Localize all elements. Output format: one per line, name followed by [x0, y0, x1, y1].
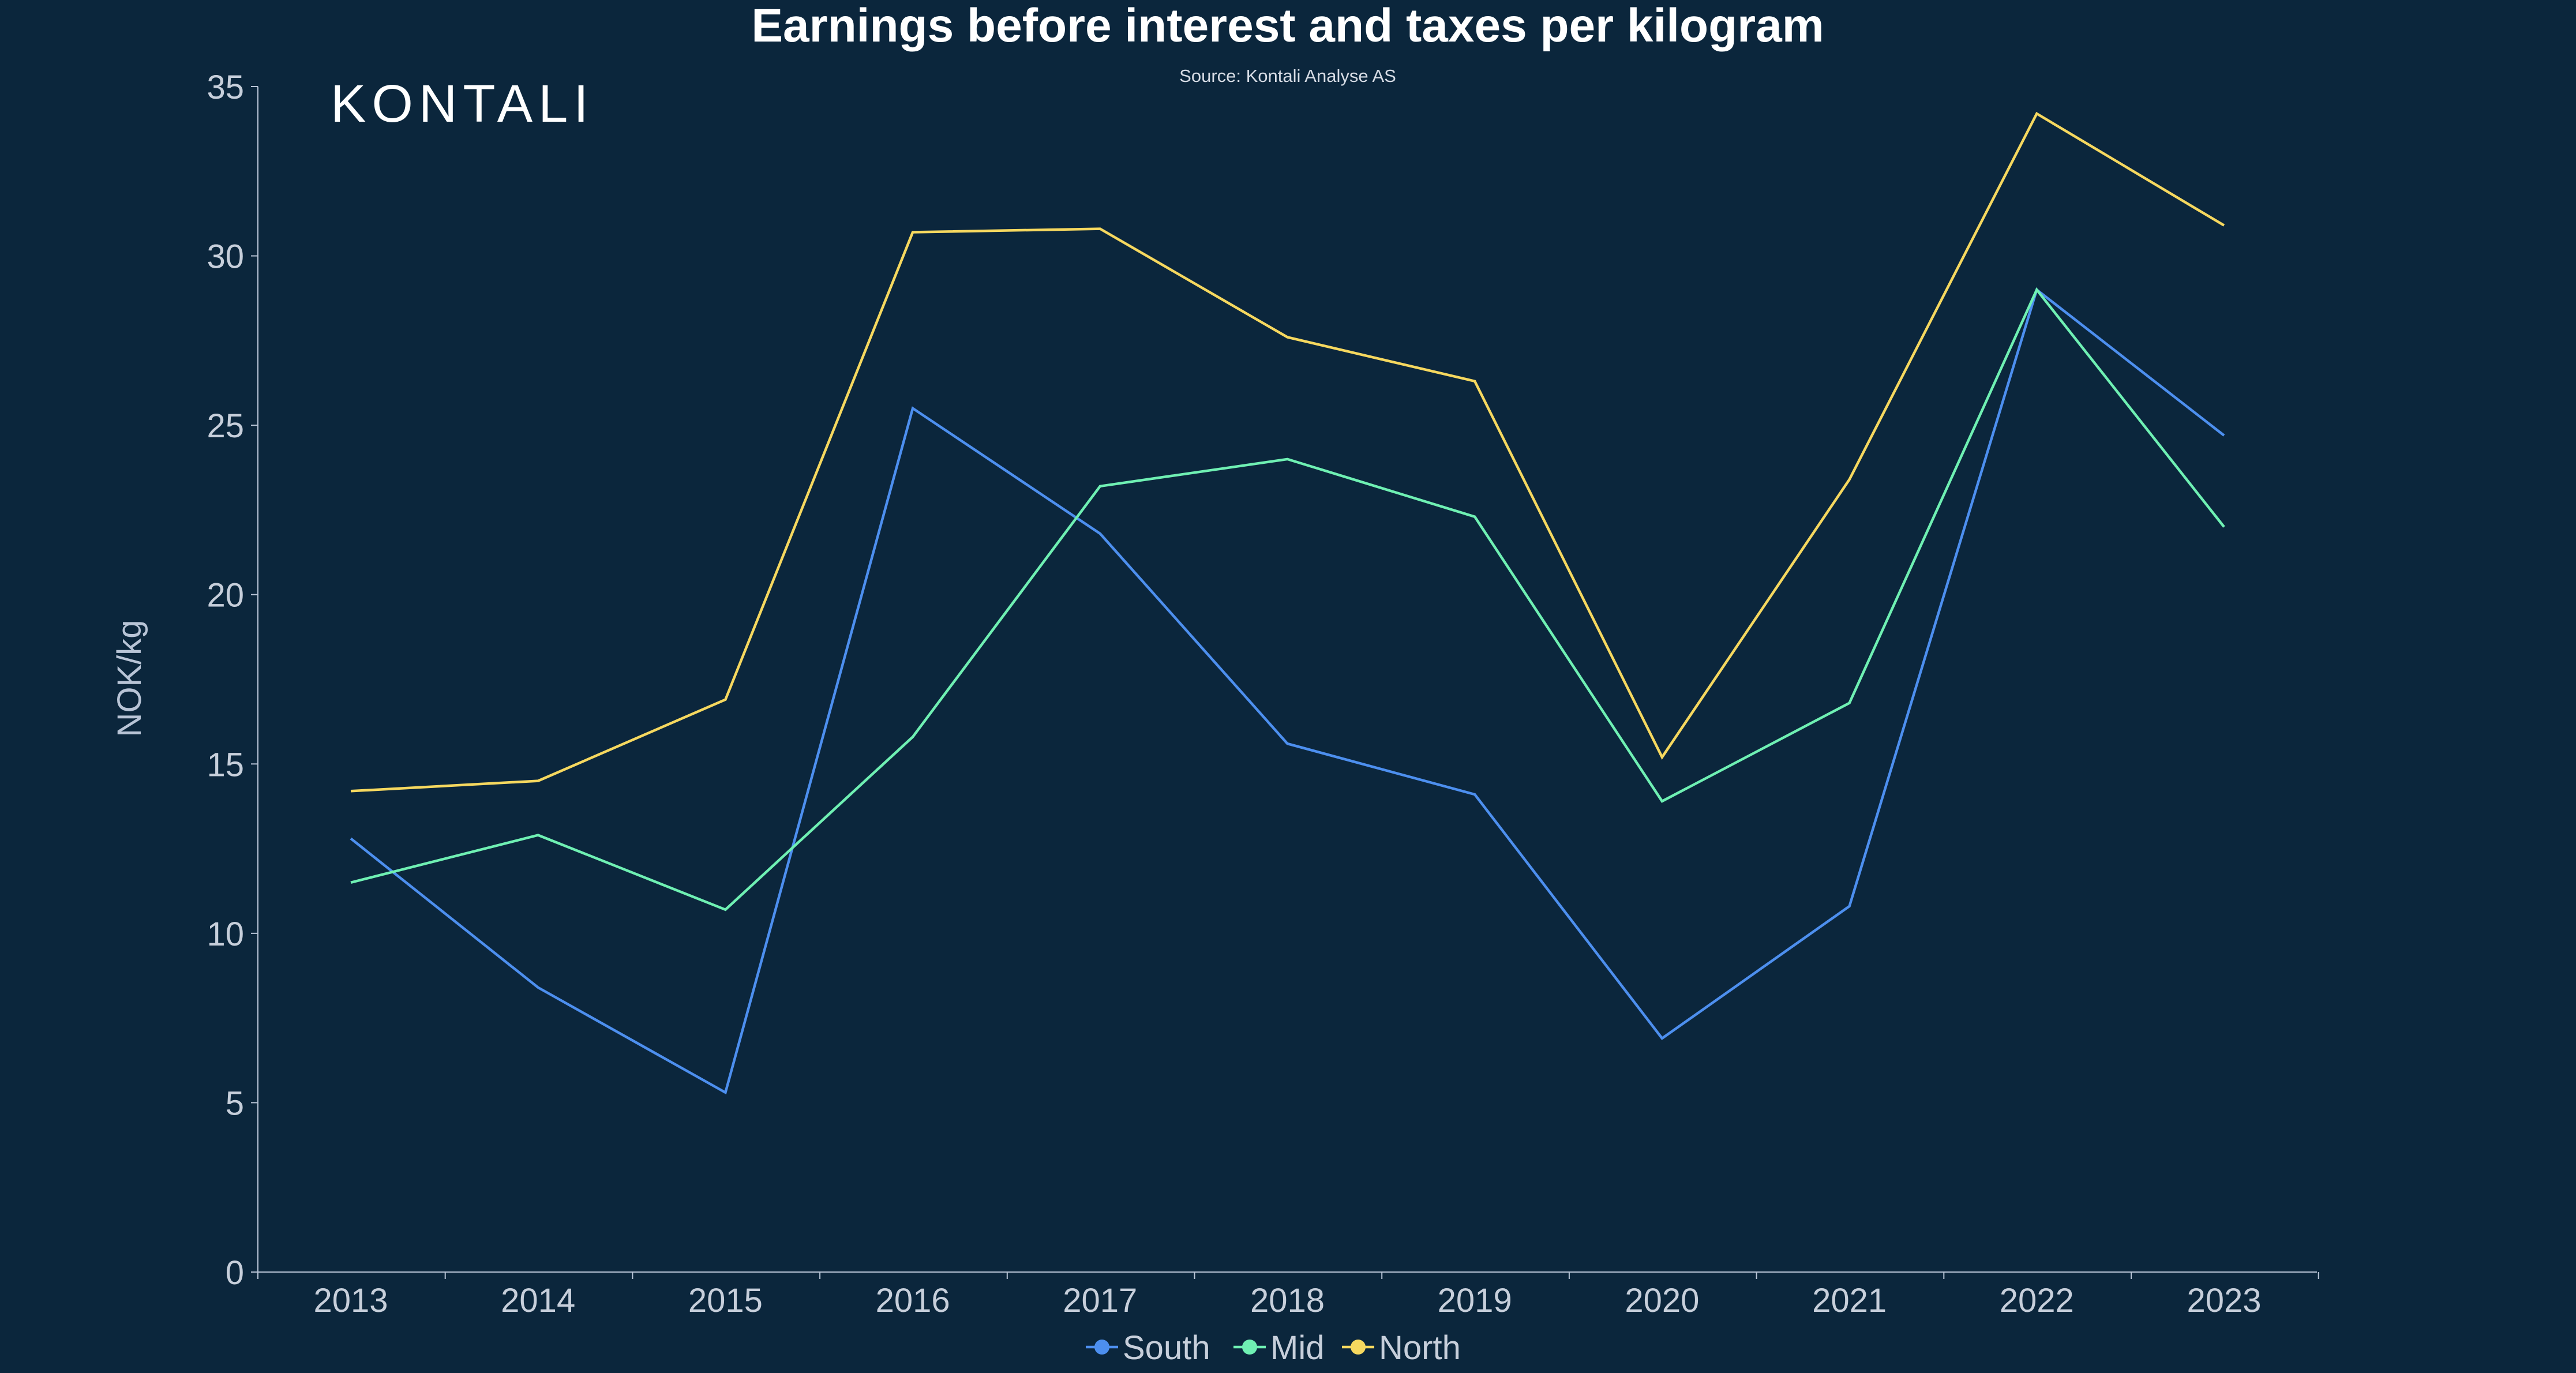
series-line-north [350, 111, 2225, 793]
y-tick-label: 10 [207, 916, 244, 953]
legend-marker-icon [1242, 1340, 1257, 1355]
y-tick-label: 30 [207, 238, 244, 276]
x-tick-label: 2017 [1063, 1282, 1137, 1319]
legend-marker-icon [1094, 1340, 1109, 1355]
x-tick-label: 2019 [1438, 1282, 1512, 1319]
legend-item[interactable]: Mid [1233, 1329, 1324, 1367]
x-tick-label: 2015 [688, 1282, 763, 1319]
x-tick-label: 2018 [1250, 1282, 1325, 1319]
chart-title: Earnings before interest and taxes per k… [751, 0, 1824, 52]
x-tick-label: 2023 [2187, 1282, 2261, 1319]
x-tick-label: 2021 [1812, 1282, 1887, 1319]
y-tick-label: 25 [207, 407, 244, 445]
y-axis: 0 5 10 15 20 25 30 35 [207, 69, 258, 1292]
y-tick-label: 15 [207, 746, 244, 783]
y-tick-label: 20 [207, 577, 244, 614]
x-axis-ticks: 2013 2014 2015 2016 2017 2018 2019 2020 2021 2022… [257, 1272, 2319, 1319]
x-tick-label: 2016 [876, 1282, 950, 1319]
chart-subtitle: Source: Kontali Analyse AS [1179, 66, 1396, 86]
series-lines [350, 111, 2225, 1095]
kontali-logo: KONTALI [331, 74, 594, 133]
y-axis-label: NOK/kg [111, 620, 148, 737]
legend-label: South [1123, 1329, 1210, 1367]
legend: South Mid North [1086, 1329, 1461, 1367]
series-line-mid [350, 287, 2225, 911]
legend-label: Mid [1270, 1329, 1324, 1367]
x-tick-label: 2022 [2000, 1282, 2074, 1319]
x-tick-label: 2020 [1625, 1282, 1699, 1319]
y-tick-label: 0 [226, 1254, 244, 1292]
x-axis: 2013 2014 2015 2016 2017 2018 2019 2020 2021 2022… [257, 1271, 2319, 1319]
y-tick-label: 5 [226, 1085, 244, 1122]
legend-item[interactable]: South [1086, 1329, 1210, 1367]
legend-label: North [1379, 1329, 1461, 1367]
x-tick-label: 2014 [501, 1282, 575, 1319]
legend-marker-icon [1351, 1340, 1366, 1355]
y-axis-ticks: 0 5 10 15 20 25 30 35 [207, 69, 258, 1292]
legend-item[interactable]: North [1342, 1329, 1461, 1367]
series-line-south [350, 287, 2225, 1095]
y-tick-label: 35 [207, 69, 244, 106]
x-tick-label: 2013 [313, 1282, 388, 1319]
